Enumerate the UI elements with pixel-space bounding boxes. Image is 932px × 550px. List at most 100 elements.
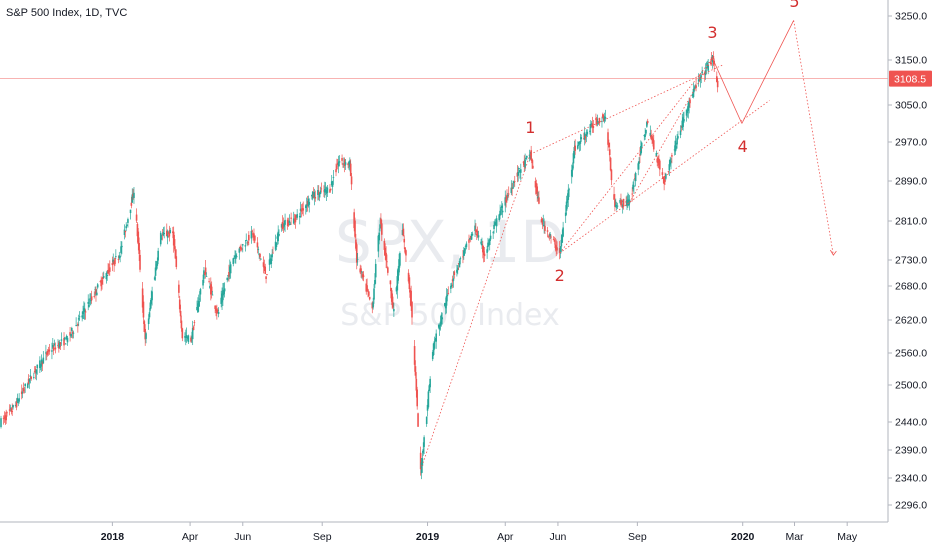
candle: [374, 259, 377, 284]
candle: [558, 241, 561, 260]
candle: [662, 176, 665, 184]
candle: [144, 324, 146, 346]
last-price-tag: 3108.5: [889, 70, 932, 87]
candle: [26, 382, 29, 389]
candle: [525, 157, 527, 160]
candle: [583, 126, 586, 146]
candle: [229, 259, 231, 280]
candle: [526, 155, 528, 161]
candle: [271, 249, 273, 262]
candle: [397, 265, 399, 284]
candle: [621, 199, 624, 214]
candle: [175, 249, 178, 270]
candle: [435, 329, 437, 349]
candle: [262, 256, 265, 274]
candle: [192, 325, 195, 331]
x-tick-label: 2019: [416, 531, 440, 543]
candle: [239, 245, 241, 252]
candle: [565, 195, 568, 215]
candle: [330, 188, 332, 191]
watermark-symbol: SPX, 1D: [335, 208, 565, 276]
candle: [512, 180, 514, 189]
candle: [260, 258, 262, 260]
candle: [83, 302, 86, 321]
candle: [343, 157, 346, 173]
candle: [65, 334, 68, 341]
candle: [290, 212, 292, 225]
candle: [463, 247, 466, 256]
candle: [269, 254, 272, 265]
candle: [250, 225, 253, 244]
candle: [632, 181, 634, 192]
candle: [374, 273, 376, 289]
candle: [652, 134, 654, 147]
candle: [522, 160, 525, 167]
candle: [552, 236, 555, 241]
y-tick-label: 2296.0: [895, 500, 927, 512]
projection-arrow-head: [830, 249, 837, 256]
candle: [356, 253, 359, 266]
candle: [475, 223, 477, 235]
candle: [535, 179, 538, 194]
candle: [141, 281, 144, 313]
y-axis[interactable]: 2296.0 2340.0 2390.0 2440.0 2500.0 2560.0 2620…: [887, 0, 927, 522]
candle: [380, 213, 382, 229]
candle: [287, 217, 290, 227]
candle: [444, 297, 447, 315]
candle: [404, 247, 406, 255]
candle: [282, 217, 285, 234]
candle: [417, 412, 419, 427]
candle: [258, 253, 260, 259]
candle: [52, 343, 55, 355]
candle: [674, 135, 677, 156]
candle: [659, 159, 661, 177]
candle: [168, 225, 171, 242]
candle: [657, 155, 659, 168]
candle: [185, 327, 188, 343]
candle: [622, 198, 625, 210]
candle: [210, 281, 213, 299]
candle: [157, 247, 159, 265]
candle: [621, 199, 623, 208]
candle: [71, 326, 73, 338]
candle: [405, 249, 407, 263]
candle: [284, 213, 286, 232]
candle: [637, 161, 640, 176]
candle: [367, 288, 369, 298]
candle: [407, 269, 410, 284]
candle: [481, 237, 483, 249]
candle: [494, 219, 496, 227]
candle: [372, 297, 374, 310]
candle: [337, 155, 340, 174]
candle: [571, 162, 574, 178]
candle: [439, 316, 442, 331]
y-tick-label: 2390.0: [895, 445, 927, 457]
candle: [64, 337, 66, 341]
candle: [387, 266, 389, 276]
candle: [71, 330, 74, 339]
candle: [15, 398, 18, 411]
candle: [561, 229, 564, 243]
candle: [413, 340, 416, 372]
candle: [692, 82, 695, 99]
candle: [682, 112, 684, 131]
candle: [681, 113, 684, 131]
candle: [311, 194, 313, 200]
candle: [159, 230, 162, 247]
candle: [373, 283, 375, 304]
candle: [610, 168, 613, 186]
candle: [82, 305, 84, 320]
candle: [482, 240, 484, 259]
candle: [317, 185, 319, 201]
candle: [238, 247, 241, 260]
candle: [537, 191, 539, 202]
candle: [546, 226, 549, 238]
candle: [27, 374, 30, 385]
x-tick-label: Jun: [549, 531, 566, 543]
candle: [162, 227, 165, 237]
candle: [124, 230, 127, 238]
candle: [701, 66, 703, 74]
x-axis[interactable]: 2018 Apr Jun Sep 2019 Apr Jun Sep 2020 Mar May: [0, 521, 888, 543]
candle: [190, 335, 192, 343]
